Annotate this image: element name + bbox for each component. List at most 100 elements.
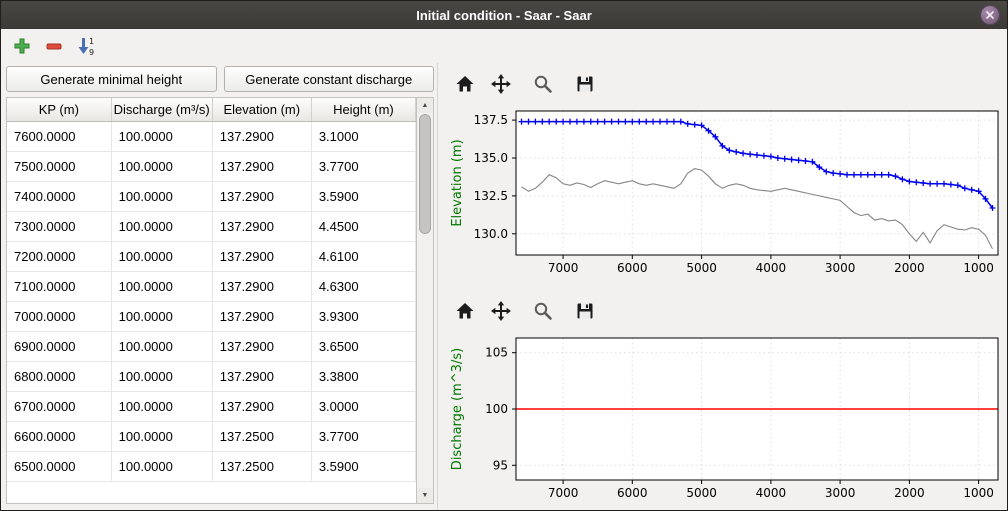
home-button-2[interactable] [450,297,480,325]
table-cell[interactable]: 6800.0000 [7,361,112,392]
elevation-chart[interactable]: 7000 6000 5000 4000 3000 2000 1000 130.0 132.5 13… [446,103,1006,281]
home-button[interactable] [450,70,480,98]
table-cell[interactable]: 7100.0000 [7,271,112,302]
table-cell[interactable]: 137.2900 [212,391,312,422]
table-cell[interactable]: 100.0000 [111,451,213,482]
table-row[interactable]: 7200.0000 100.0000 137.2900 4.6100 [7,241,416,272]
table-cell[interactable]: 3.5900 [311,181,416,212]
column-header[interactable]: Elevation (m) [212,98,312,122]
remove-row-button[interactable] [43,35,65,57]
svg-text:137.5: 137.5 [474,113,508,127]
svg-text:1000: 1000 [963,486,994,500]
table-cell[interactable]: 6700.0000 [7,391,112,422]
table-cell[interactable]: 100.0000 [111,241,213,272]
svg-text:4000: 4000 [756,486,787,500]
table-row[interactable]: 6500.0000 100.0000 137.2500 3.5900 [7,451,416,482]
table-row[interactable]: 6900.0000 100.0000 137.2900 3.6500 [7,331,416,362]
scrollbar-thumb[interactable] [419,114,431,234]
sort-rows-button[interactable]: 1 9 [75,35,97,57]
table-cell[interactable]: 137.2900 [212,331,312,362]
close-button[interactable] [980,5,1000,25]
table-cell[interactable]: 6600.0000 [7,421,112,452]
table-cell[interactable]: 3.1000 [311,121,416,152]
scroll-up-button[interactable]: ▲ [417,98,433,113]
save-button[interactable] [570,70,600,98]
table-cell[interactable]: 3.9300 [311,301,416,332]
table-row[interactable]: 7400.0000 100.0000 137.2900 3.5900 [7,181,416,212]
svg-text:135.0: 135.0 [474,151,508,165]
table-cell[interactable]: 3.0000 [311,391,416,422]
table-cell[interactable]: 7000.0000 [7,301,112,332]
table-row[interactable]: 7000.0000 100.0000 137.2900 3.9300 [7,301,416,332]
table-cell[interactable]: 137.2900 [212,241,312,272]
table-cell[interactable]: 137.2900 [212,271,312,302]
zoom-button[interactable] [528,70,558,98]
table-row[interactable]: 6700.0000 100.0000 137.2900 3.0000 [7,391,416,422]
table-cell[interactable]: 4.6100 [311,241,416,272]
table-cell[interactable]: 100.0000 [111,331,213,362]
column-header[interactable]: Discharge (m³/s) [111,98,213,122]
scroll-down-button[interactable]: ▼ [417,488,433,503]
close-icon [985,10,995,20]
table-cell[interactable]: 3.3800 [311,361,416,392]
scrollbar-track[interactable] [417,113,433,488]
table-cell[interactable]: 7200.0000 [7,241,112,272]
table-cell[interactable]: 100.0000 [111,151,213,182]
table-cell[interactable]: 7300.0000 [7,211,112,242]
table-cell[interactable]: 137.2500 [212,421,312,452]
add-row-button[interactable] [11,35,33,57]
svg-text:132.5: 132.5 [474,189,508,203]
discharge-chart[interactable]: 7000 6000 5000 4000 3000 2000 1000 95 100 105 Disc… [446,330,1006,506]
charts-panel: 7000 6000 5000 4000 3000 2000 1000 130.0 132.5 13… [437,63,1007,510]
table-row[interactable]: 6800.0000 100.0000 137.2900 3.3800 [7,361,416,392]
table-cell[interactable]: 100.0000 [111,361,213,392]
table-cell[interactable]: 3.5900 [311,451,416,482]
table-cell[interactable]: 6500.0000 [7,451,112,482]
pan-button-2[interactable] [486,297,516,325]
table-cell[interactable]: 3.7700 [311,421,416,452]
table-scroll-area[interactable]: KP (m) Discharge (m³/s) Elevation (m) Heigh… [7,98,416,503]
table-cell[interactable]: 7600.0000 [7,121,112,152]
table-cell[interactable]: 100.0000 [111,121,213,152]
titlebar[interactable]: Initial condition - Saar - Saar [1,1,1007,29]
table-row[interactable]: 7100.0000 100.0000 137.2900 4.6300 [7,271,416,302]
table-cell[interactable]: 4.6300 [311,271,416,302]
zoom-button-2[interactable] [528,297,558,325]
svg-text:6000: 6000 [617,261,648,275]
discharge-chart-toolbar [446,292,1001,330]
table-cell[interactable]: 3.6500 [311,331,416,362]
pan-button[interactable] [486,70,516,98]
svg-text:5000: 5000 [686,261,717,275]
table-cell[interactable]: 137.2900 [212,301,312,332]
table-cell[interactable]: 7400.0000 [7,181,112,212]
column-header[interactable]: Height (m) [311,98,416,122]
table-cell[interactable]: 100.0000 [111,271,213,302]
table-cell[interactable]: 100.0000 [111,391,213,422]
table-cell[interactable]: 137.2900 [212,361,312,392]
table-cell[interactable]: 137.2900 [212,211,312,242]
table-row[interactable]: 7600.0000 100.0000 137.2900 3.1000 [7,121,416,152]
save-button-2[interactable] [570,297,600,325]
generate-minimal-height-button[interactable]: Generate minimal height [6,66,217,92]
minus-icon [46,43,62,50]
generate-constant-discharge-button[interactable]: Generate constant discharge [223,66,434,92]
table-cell[interactable]: 7500.0000 [7,151,112,182]
table-scrollbar[interactable]: ▲ ▼ [416,98,433,503]
table-cell[interactable]: 137.2500 [212,451,312,482]
table-cell[interactable]: 137.2900 [212,121,312,152]
column-header[interactable]: KP (m) [7,98,112,122]
svg-text:5000: 5000 [686,486,717,500]
table-cell[interactable]: 4.4500 [311,211,416,242]
table-cell[interactable]: 100.0000 [111,421,213,452]
table-cell[interactable]: 137.2900 [212,181,312,212]
table-cell[interactable]: 100.0000 [111,301,213,332]
table-cell[interactable]: 100.0000 [111,211,213,242]
pan-icon [491,74,511,94]
table-row[interactable]: 6600.0000 100.0000 137.2500 3.7700 [7,421,416,452]
table-cell[interactable]: 6900.0000 [7,331,112,362]
table-cell[interactable]: 137.2900 [212,151,312,182]
table-row[interactable]: 7300.0000 100.0000 137.2900 4.4500 [7,211,416,242]
table-cell[interactable]: 100.0000 [111,181,213,212]
table-cell[interactable]: 3.7700 [311,151,416,182]
table-row[interactable]: 7500.0000 100.0000 137.2900 3.7700 [7,151,416,182]
